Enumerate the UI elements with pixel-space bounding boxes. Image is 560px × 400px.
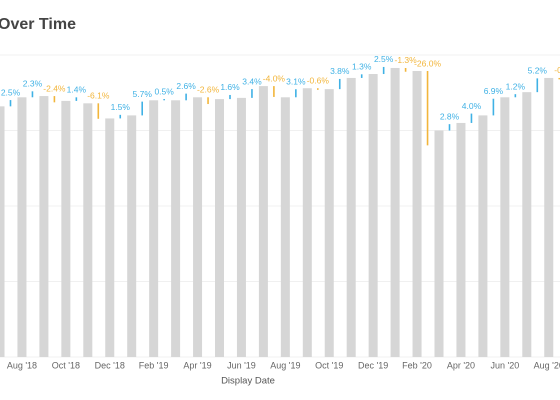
x-axis-title: Display Date [221,376,275,387]
bar [236,97,246,357]
change-label: 5.7% [133,89,153,99]
bar [258,86,268,357]
change-label: 2.3% [23,79,43,89]
x-tick-label: Dec '19 [358,360,388,370]
bar [434,130,444,357]
x-tick-label: Oct '18 [52,360,80,370]
bar [456,122,466,357]
x-tick-label: Oct '19 [315,360,343,370]
bar [368,74,378,357]
x-tick-label: Dec '18 [95,360,125,370]
change-label: 1.5% [111,102,131,112]
bar [17,97,27,357]
change-label: 3.8% [330,66,350,76]
x-tick-label: Apr '20 [447,360,475,370]
bar [83,103,93,357]
bar [500,97,510,357]
x-tick-label: Aug '19 [270,360,300,370]
change-label: 3.4% [242,76,262,86]
change-label: 2.5% [1,87,21,97]
change-label: 5.2% [528,66,548,76]
bar [390,67,400,358]
bar [324,89,334,357]
change-label: 1.2% [506,81,526,91]
bar [346,77,356,358]
change-label: 6.9% [484,86,504,96]
bar [544,77,554,358]
change-label: 2.5% [374,54,394,64]
x-tick-label: Aug '20 [534,360,560,370]
change-label: -1.3% [394,55,417,65]
bar [478,115,488,358]
change-label: 3.1% [286,76,306,86]
bar [412,71,422,358]
bar [280,97,290,357]
bar [149,100,159,358]
change-label: 1.4% [67,85,87,95]
change-label: -0.6% [307,75,330,85]
x-tick-label: Feb '20 [402,360,432,370]
x-tick-label: Jun '20 [490,360,519,370]
change-label: 1.3% [352,62,372,72]
bar [127,115,137,358]
change-label: -6.1% [87,91,110,101]
change-label: -4.0% [263,73,286,83]
bar [171,100,181,358]
bar [61,100,71,358]
change-label: 1.6% [220,82,240,92]
x-tick-label: Feb '19 [139,360,169,370]
bar [302,88,312,357]
bar [193,97,203,357]
bar [215,99,224,357]
bar [105,118,115,357]
bar [0,106,5,357]
bar [522,92,532,358]
change-label: -26.0% [414,58,441,68]
x-tick-label: Jun '19 [227,360,256,370]
x-tick-label: Aug '18 [7,360,37,370]
bar [39,96,49,358]
change-label: -2.4% [43,83,66,93]
chart-title: Over Time [0,16,76,33]
x-tick-label: Apr '19 [183,360,211,370]
change-label: -0. [554,65,560,75]
change-label: 2.8% [440,111,460,121]
change-label: 4.0% [462,101,482,111]
change-label: -2.6% [197,85,220,95]
change-label: 2.6% [176,81,196,91]
change-label: 0.5% [154,86,174,96]
